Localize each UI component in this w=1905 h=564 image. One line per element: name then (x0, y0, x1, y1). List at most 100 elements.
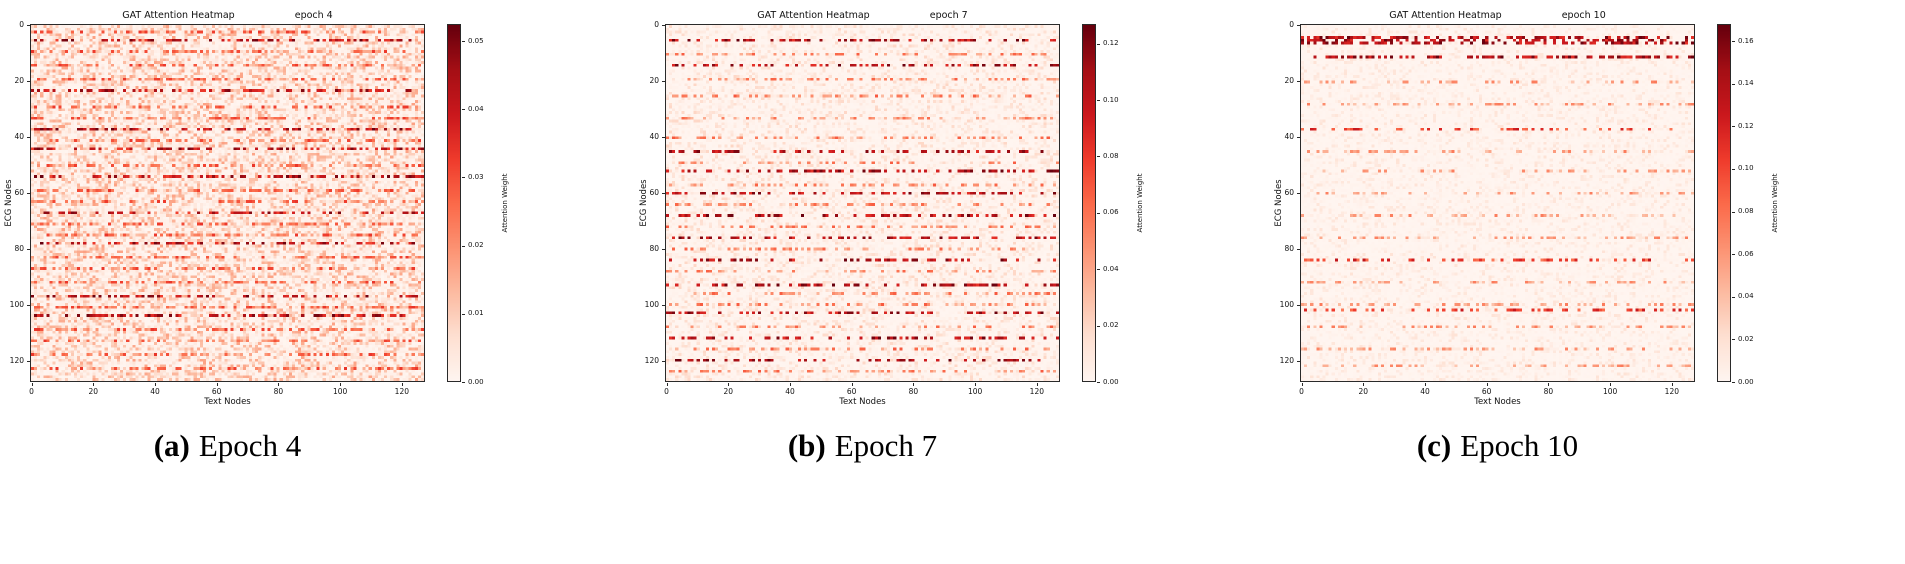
colorbar-tick-mark (1732, 41, 1735, 43)
y-tick-label: 80 (14, 244, 24, 254)
colorbar-tick-label: 0.08 (1103, 151, 1119, 160)
y-axis-ticks: 0 20 40 60 80 100 120 (635, 6, 667, 410)
x-tick-label: 100 (967, 387, 983, 396)
subfigure-caption-a: (a) Epoch 4 (10, 428, 445, 464)
colorbar (1717, 24, 1731, 382)
colorbar-tick-mark (1732, 339, 1735, 341)
x-axis-ticks: 0 20 40 60 80 100 120 (1270, 383, 1905, 399)
y-tick-label: 40 (1284, 132, 1294, 142)
y-tick-mark (662, 137, 665, 139)
colorbar-tick-label: 0.12 (1103, 39, 1119, 48)
y-tick-mark (1297, 361, 1300, 363)
x-tick-label: 80 (908, 387, 919, 396)
colorbar-tick-label: 0.04 (468, 104, 484, 113)
colorbar-tick-label: 0.06 (1738, 249, 1754, 258)
y-tick-mark (27, 249, 30, 251)
y-tick-label: 80 (649, 244, 659, 254)
y-tick-label: 20 (1284, 76, 1294, 86)
y-tick-mark (1297, 305, 1300, 307)
x-tick-mark (1036, 383, 1038, 386)
y-tick-mark (27, 137, 30, 139)
plot-epoch-label: epoch 4 (294, 10, 333, 21)
figure-panel-b: GAT Attention Heatmap epoch 7 ECG Nodes … (635, 6, 1270, 556)
plot-title: GAT Attention Heatmap (757, 10, 870, 21)
colorbar-tick-mark (462, 177, 465, 179)
x-tick-label: 120 (394, 387, 410, 396)
colorbar-ticks: 0.00 0.02 0.04 0.06 0.08 0.10 0.12 0.14 0.16 (1270, 6, 1905, 410)
colorbar-tick-mark (1732, 211, 1735, 213)
plot-title: GAT Attention Heatmap (1389, 10, 1502, 21)
y-tick-mark (662, 81, 665, 83)
colorbar-tick-label: 0.00 (1103, 377, 1119, 386)
x-tick-label: 120 (1664, 387, 1680, 396)
x-tick-label: 80 (273, 387, 284, 396)
colorbar-tick-mark (1097, 325, 1100, 327)
colorbar-tick-label: 0.04 (1738, 292, 1754, 301)
y-tick-mark (662, 305, 665, 307)
x-tick-mark (975, 383, 977, 386)
colorbar-tick-label: 0.14 (1738, 79, 1754, 88)
colorbar-tick-mark (462, 313, 465, 315)
x-tick-mark (278, 383, 280, 386)
subfigure-marker: (a) (153, 428, 190, 463)
heatmap-figure-b: GAT Attention Heatmap epoch 7 ECG Nodes … (635, 6, 1270, 410)
x-tick-label: 100 (332, 387, 348, 396)
colorbar-gradient (1083, 25, 1095, 381)
y-tick-label: 0 (19, 20, 24, 30)
colorbar-tick-mark (1732, 126, 1735, 128)
plot-title-row: GAT Attention Heatmap epoch 4 (30, 10, 425, 21)
colorbar-label: Attention Weight (501, 173, 509, 233)
colorbar-tick-label: 0.10 (1738, 164, 1754, 173)
heatmap-plot-area (1300, 24, 1695, 382)
x-tick-mark (93, 383, 95, 386)
colorbar-tick-mark (462, 245, 465, 247)
colorbar-tick-mark (1732, 296, 1735, 298)
x-tick-label: 0 (664, 387, 669, 396)
y-tick-label: 60 (649, 188, 659, 198)
colorbar-tick-mark (1097, 269, 1100, 271)
y-tick-label: 0 (1289, 20, 1294, 30)
colorbar-tick-label: 0.04 (1103, 264, 1119, 273)
y-tick-label: 120 (1279, 356, 1294, 366)
colorbar-gradient (448, 25, 460, 381)
colorbar-tick-mark (1097, 100, 1100, 102)
figure-panel-c: GAT Attention Heatmap epoch 10 ECG Nodes… (1270, 6, 1905, 556)
colorbar (447, 24, 461, 382)
x-tick-label: 100 (1602, 387, 1618, 396)
plot-epoch-label: epoch 10 (1561, 10, 1606, 21)
plot-title-row: GAT Attention Heatmap epoch 7 (665, 10, 1060, 21)
x-tick-mark (1671, 383, 1673, 386)
x-axis-label: Text Nodes (839, 397, 886, 407)
y-tick-label: 20 (649, 76, 659, 86)
subfigure-label: Epoch 10 (1460, 428, 1579, 463)
colorbar-tick-mark (1732, 83, 1735, 85)
colorbar-label: Attention Weight (1136, 173, 1144, 233)
colorbar-tick-label: 0.16 (1738, 36, 1754, 45)
heatmap-canvas (1301, 25, 1694, 381)
x-tick-mark (1610, 383, 1612, 386)
subfigure-label: Epoch 4 (198, 428, 302, 463)
x-tick-label: 20 (723, 387, 734, 396)
subfigure-caption-c: (c) Epoch 10 (1280, 428, 1715, 464)
y-tick-mark (1297, 249, 1300, 251)
x-tick-mark (31, 383, 33, 386)
colorbar (1082, 24, 1096, 382)
colorbar-tick-label: 0.10 (1103, 95, 1119, 104)
heatmap-canvas (31, 25, 424, 381)
x-axis-label: Text Nodes (204, 397, 251, 407)
y-tick-mark (27, 25, 30, 27)
y-axis-ticks: 0 20 40 60 80 100 120 (0, 6, 32, 410)
colorbar-tick-label: 0.00 (1738, 377, 1754, 386)
y-tick-label: 40 (649, 132, 659, 142)
x-tick-mark (913, 383, 915, 386)
x-tick-mark (1424, 383, 1426, 386)
y-tick-label: 60 (1284, 188, 1294, 198)
colorbar-tick-label: 0.06 (1103, 208, 1119, 217)
x-tick-mark (216, 383, 218, 386)
y-tick-label: 80 (1284, 244, 1294, 254)
colorbar-tick-mark (462, 109, 465, 111)
colorbar-tick-mark (1097, 43, 1100, 45)
x-axis-label: Text Nodes (1474, 397, 1521, 407)
x-tick-label: 80 (1543, 387, 1554, 396)
y-tick-mark (27, 361, 30, 363)
